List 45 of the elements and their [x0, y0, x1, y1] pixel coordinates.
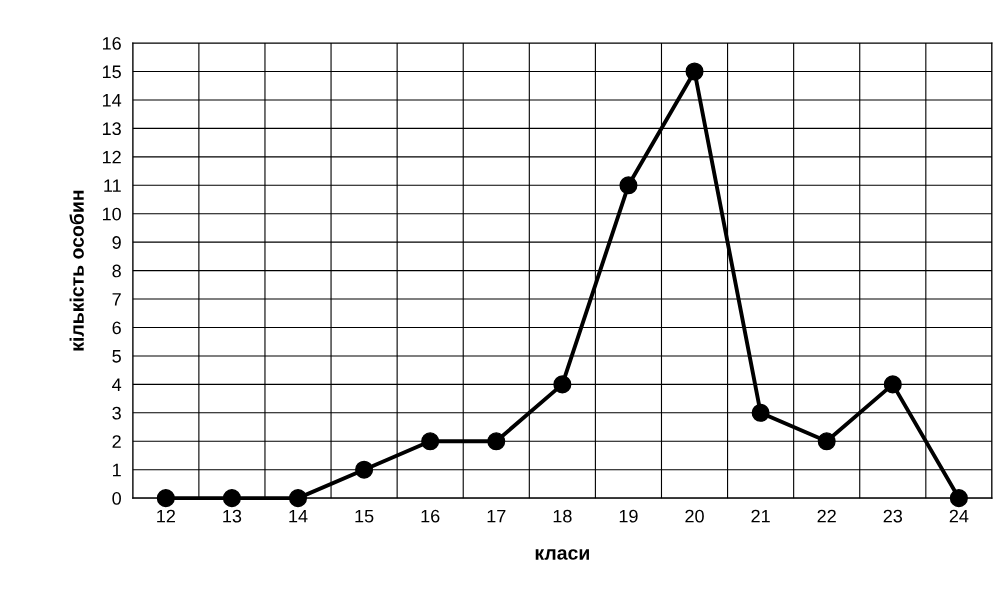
x-tick-label: 17 — [487, 509, 506, 523]
x-tick-label: 23 — [883, 509, 903, 523]
y-tick-label: 14 — [102, 94, 122, 107]
point — [222, 489, 241, 508]
x-tick-label: 18 — [553, 509, 572, 523]
x-tick-label: 19 — [619, 509, 638, 523]
point — [487, 432, 506, 451]
y-tick-label: 11 — [104, 179, 121, 192]
x-tick-label: 22 — [817, 509, 836, 523]
y-tick-label: 5 — [112, 350, 121, 363]
y-tick-label: 10 — [102, 207, 121, 221]
y-tick-label: 2 — [112, 435, 121, 448]
y-tick-label: 15 — [102, 65, 121, 79]
x-axis-title: класи — [535, 549, 589, 560]
x-tick-label: 15 — [355, 509, 374, 523]
point — [355, 460, 374, 479]
y-tick-label: 12 — [102, 150, 121, 164]
x-tick-label: 13 — [223, 509, 242, 523]
x-tick-label: 16 — [421, 509, 440, 523]
point — [883, 375, 902, 394]
y-tick-label: 7 — [112, 293, 121, 306]
point — [751, 403, 770, 422]
y-tick-label: 0 — [112, 492, 121, 505]
x-tick-label: 20 — [685, 509, 704, 523]
y-tick-label: 16 — [102, 36, 121, 50]
x-tick-label: 14 — [289, 509, 308, 523]
y-tick-label: 6 — [112, 321, 121, 335]
x-tick-label: 21 — [751, 509, 770, 523]
point — [817, 432, 836, 451]
y-tick-label: 9 — [112, 236, 121, 249]
point — [685, 62, 704, 81]
x-tick-label: 12 — [157, 509, 175, 523]
y-tick-label: 4 — [112, 378, 122, 391]
point — [421, 432, 440, 451]
y-tick-label: 8 — [112, 264, 121, 278]
point — [288, 489, 308, 508]
y-tick-label: 13 — [102, 122, 121, 136]
y-axis-title: кількість особин — [69, 190, 84, 351]
point — [619, 176, 638, 195]
y-tick-label: 3 — [112, 406, 121, 420]
y-tick-label: 1 — [113, 463, 121, 477]
point — [156, 489, 175, 508]
x-tick-label: 24 — [949, 509, 969, 523]
point — [949, 489, 968, 508]
point — [553, 375, 572, 394]
